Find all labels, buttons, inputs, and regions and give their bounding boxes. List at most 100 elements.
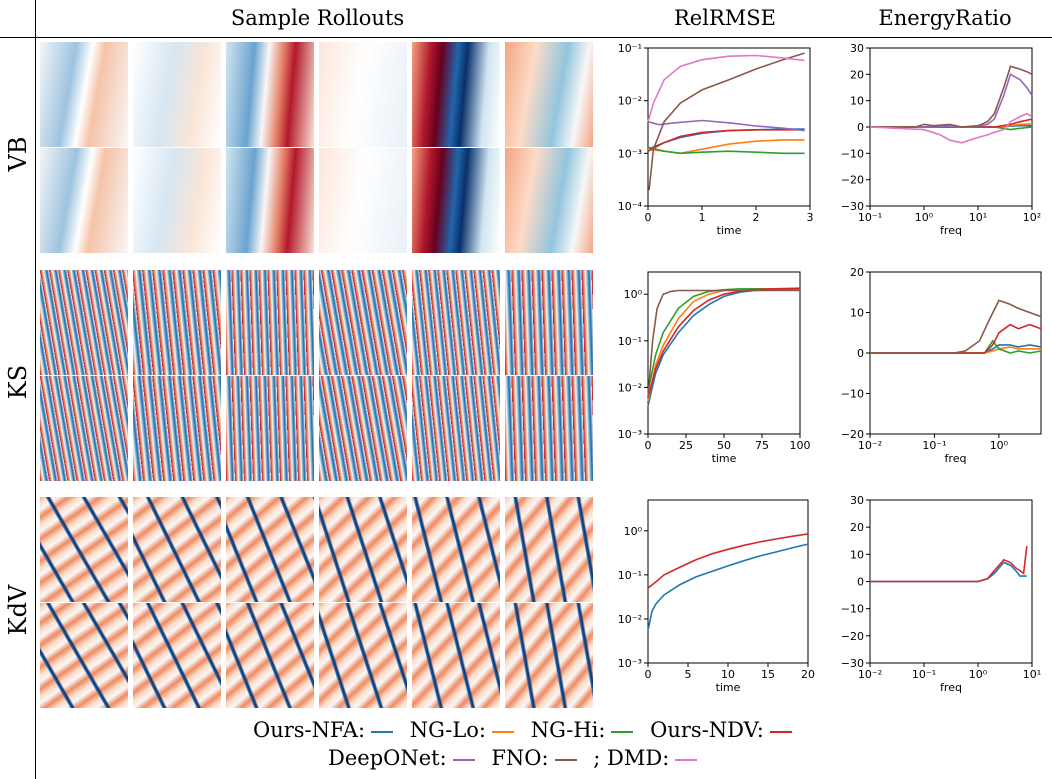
vb-energy-ytick-label: 10 <box>850 95 864 108</box>
kdv-rollout-tile <box>40 497 128 602</box>
kdv-energy-frame <box>869 499 1033 664</box>
kdv-rollout-tile <box>133 603 221 708</box>
legend-entry-ng-hi: NG-Hi: <box>531 718 634 742</box>
vb-energy-ytick-label: 0 <box>857 121 864 134</box>
ks-rollout-tile <box>319 270 407 375</box>
kdv-energy-ytick-label: 0 <box>857 576 864 589</box>
kdv-rollout-tile <box>505 497 593 602</box>
ks-energy-ytick-label: 20 <box>850 266 864 279</box>
vb-relrmse-xtick-label: 3 <box>807 211 814 224</box>
ks-rollout-tile <box>40 270 128 375</box>
vb-relrmse-series-dmd <box>647 54 805 122</box>
vb-relrmse-ytick-label: 10⁻³ <box>618 147 642 160</box>
ks-energy-series-fno <box>870 299 1042 354</box>
ks-energy-xtick-label: 10⁻² <box>858 439 882 452</box>
vb-energy-ytick-label: −20 <box>841 174 864 187</box>
vb-rollout-tile <box>412 148 500 253</box>
ks-relrmse-ytick-label: 10⁰ <box>624 288 643 301</box>
ks-relrmse-xtick-label: 75 <box>755 439 769 452</box>
kdv-rollout-tile <box>40 603 128 708</box>
ks-rollout-tile <box>319 376 407 481</box>
vb-energy-xtick-label: 10² <box>1023 211 1041 224</box>
vb-relrmse-series-ours-nfa <box>647 128 805 150</box>
kdv-rollout-tile <box>319 603 407 708</box>
vb-energy-series-ng-hi <box>870 126 1033 131</box>
ks-relrmse-ytick-label: 10⁻² <box>618 381 642 394</box>
kdv-energy-series-ours-ndv <box>870 546 1028 583</box>
ks-relrmse-series-ours-ndv <box>647 287 801 398</box>
vb-rollout-tile <box>505 148 593 253</box>
ks-rollout-tile <box>412 376 500 481</box>
kdv-relrmse-ytick-label: 10⁻¹ <box>618 569 642 582</box>
vb-relrmse-ytick-label: 10⁻¹ <box>618 42 642 55</box>
ks-energy-series-ng-lo <box>870 346 1041 354</box>
row-label-ks: KS <box>4 364 32 400</box>
kdv-energy-ytick-label: −20 <box>841 630 864 643</box>
legend-entry-ours-nfa: Ours-NFA: <box>253 718 394 742</box>
kdv-rollout-tile <box>505 603 593 708</box>
ks-rollout-tile <box>412 270 500 375</box>
legend-entry-fno: FNO: <box>491 746 577 770</box>
vb-energy-xtick-label: 10¹ <box>969 211 987 224</box>
kdv-rollout-tile <box>412 603 500 708</box>
vb-energy-ytick-label: −30 <box>841 200 864 213</box>
vb-relrmse-series-ng-hi <box>647 146 805 155</box>
vb-relrmse-series-ours-ndv <box>647 129 805 152</box>
legend-line-2: DeepONet: FNO: ; DMD: <box>323 746 702 770</box>
kdv-energy-ytick-label: 30 <box>850 494 864 507</box>
ks-relrmse-ytick-label: 10⁻¹ <box>618 335 642 348</box>
vb-relrmse-frame <box>647 47 811 207</box>
ks-energy-frame <box>869 271 1042 435</box>
vb-relrmse-xtick-label: 0 <box>645 211 652 224</box>
vb-relrmse-xtick-label: 1 <box>699 211 706 224</box>
row-label-vb: VB <box>4 136 32 172</box>
kdv-energy-xtick-label: 10⁰ <box>969 668 988 681</box>
vb-energy-series-dmd <box>869 112 1033 144</box>
kdv-energy-xtick-label: 10¹ <box>1023 668 1041 681</box>
vb-rollout-tile <box>133 148 221 253</box>
kdv-energy-xtick-label: 10⁻² <box>858 668 882 681</box>
legend-entry-ours-ndv: Ours-NDV: <box>650 718 792 742</box>
kdv-relrmse-xtick-label: 0 <box>645 668 652 681</box>
kdv-energy-xtick-label: 10⁻¹ <box>912 668 936 681</box>
ks-relrmse-frame <box>647 271 801 435</box>
vb-energy-frame <box>869 47 1033 207</box>
row-label-kdv: KdV <box>4 584 32 636</box>
ks-relrmse-xtick-label: 25 <box>679 439 693 452</box>
kdv-energy-ytick-label: −10 <box>841 603 864 616</box>
kdv-rollout-tile <box>412 497 500 602</box>
header-sample-rollouts: Sample Rollouts <box>230 6 405 30</box>
vb-energy-series-ng-lo <box>870 123 1033 128</box>
kdv-energy-ytick-label: −30 <box>841 657 864 670</box>
kdv-relrmse-xtick-label: 20 <box>801 668 815 681</box>
vb-energy-xtick-label: 10⁻¹ <box>858 211 882 224</box>
ks-relrmse-xtick-label: 100 <box>790 439 811 452</box>
ks-rollout-tile <box>133 270 221 375</box>
ks-energy-ytick-label: 0 <box>857 347 864 360</box>
ks-relrmse-ytick-label: 10⁻³ <box>618 428 642 441</box>
ks-energy-ytick-label: −10 <box>841 388 864 401</box>
vb-energy-series-deeponet <box>870 73 1033 128</box>
ks-energy-xtick-label: 10⁻¹ <box>922 439 946 452</box>
kdv-relrmse-xtick-label: 15 <box>761 668 775 681</box>
legend-entry-ng-lo: NG-Lo: <box>410 718 515 742</box>
ks-energy-ytick-label: 10 <box>850 307 864 320</box>
vb-rollout-tile <box>226 148 314 253</box>
kdv-relrmse-ytick-label: 10⁻² <box>618 613 642 626</box>
header-divider <box>0 37 1052 38</box>
header-relrmse: RelRMSE <box>674 6 776 30</box>
kdv-relrmse-series-ours-nfa <box>647 543 809 629</box>
vb-energy-series-ours-nfa <box>870 124 1032 128</box>
vb-rollout-tile <box>40 42 128 147</box>
vb-energy-series-ours-ndv <box>870 118 1033 128</box>
kdv-relrmse-frame <box>647 499 809 664</box>
kdv-energy-ytick-label: 20 <box>850 521 864 534</box>
kdv-relrmse-xlabel: time <box>716 681 741 694</box>
vb-rollout-tile <box>319 148 407 253</box>
kdv-relrmse-series-ours-ndv <box>647 533 809 589</box>
ks-energy-series-ours-nfa <box>870 344 1042 354</box>
legend-entry-deeponet: DeepONet: <box>328 746 475 770</box>
vb-rollout-tile <box>505 42 593 147</box>
ks-energy-xtick-label: 10⁰ <box>990 439 1009 452</box>
kdv-energy-series-ours-nfa <box>870 561 1027 583</box>
